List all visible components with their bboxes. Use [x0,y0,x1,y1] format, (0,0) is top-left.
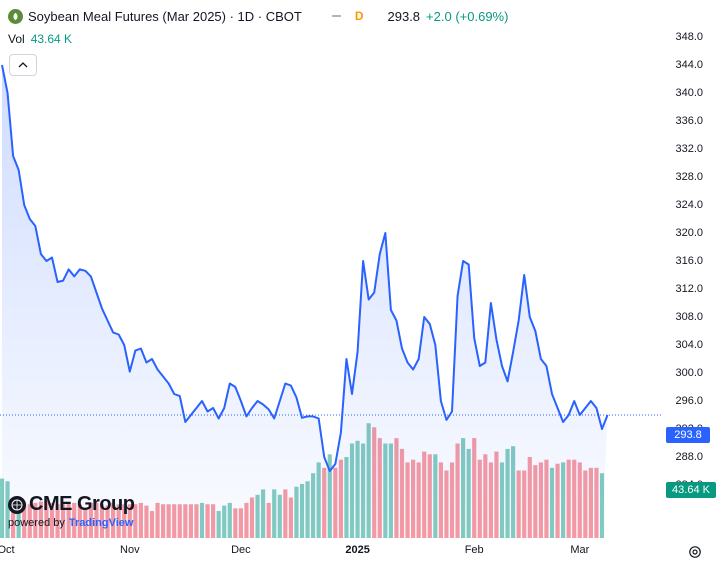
y-tick-label: 296.0 [675,395,703,407]
powered-by-label: powered by [8,517,65,529]
y-tick-label: 324.0 [675,199,703,211]
y-tick-label: 312.0 [675,283,703,295]
y-tick-label: 340.0 [675,87,703,99]
chart-header: Soybean Meal Futures (Mar 2025) · 1D · C… [8,6,508,26]
volume-badge: 43.64 K [666,482,716,498]
y-tick-label: 288.0 [675,451,703,463]
y-tick-label: 304.0 [675,339,703,351]
x-tick-label: Dec [231,544,251,556]
x-tick-label: 2025 [345,544,370,556]
cme-globe-icon [8,495,26,514]
y-tick-label: 316.0 [675,255,703,267]
price-change: +2.0 (+0.69%) [426,8,509,24]
soybean-logo-icon [8,8,23,24]
price-line-series[interactable] [1,64,609,472]
brand-name: CME Group [29,493,135,515]
volume-value: 43.64 K [30,32,73,46]
tradingview-link[interactable]: TradingView [68,517,134,529]
y-tick-label: 328.0 [675,171,703,183]
brand-logo[interactable]: CME Group powered by TradingView [8,493,135,529]
x-tick-label: Feb [464,544,484,556]
volume-label: Vol [8,32,25,46]
chevron-up-icon [18,62,28,68]
x-tick-label: Nov [120,544,140,556]
collapse-legend-button[interactable] [9,54,37,76]
y-tick-label: 348.0 [675,31,703,43]
y-tick-label: 332.0 [675,143,703,155]
last-price-badge: 293.8 [666,427,710,443]
x-tick-label: Oct [0,544,15,556]
y-tick-label: 308.0 [675,311,703,323]
gear-icon[interactable] [688,545,702,559]
delayed-flag[interactable]: D [354,9,364,23]
y-tick-label: 300.0 [675,367,703,379]
price-area-fill [2,65,608,538]
y-tick-label: 336.0 [675,115,703,127]
y-tick-label: 344.0 [675,59,703,71]
volume-legend: Vol 43.64 K [8,32,72,46]
x-tick-label: Mar [570,544,590,556]
last-price: 293.8 [387,8,421,24]
minus-icon [331,15,341,17]
y-tick-label: 320.0 [675,227,703,239]
symbol-title[interactable]: Soybean Meal Futures (Mar 2025) · 1D · C… [28,8,302,24]
